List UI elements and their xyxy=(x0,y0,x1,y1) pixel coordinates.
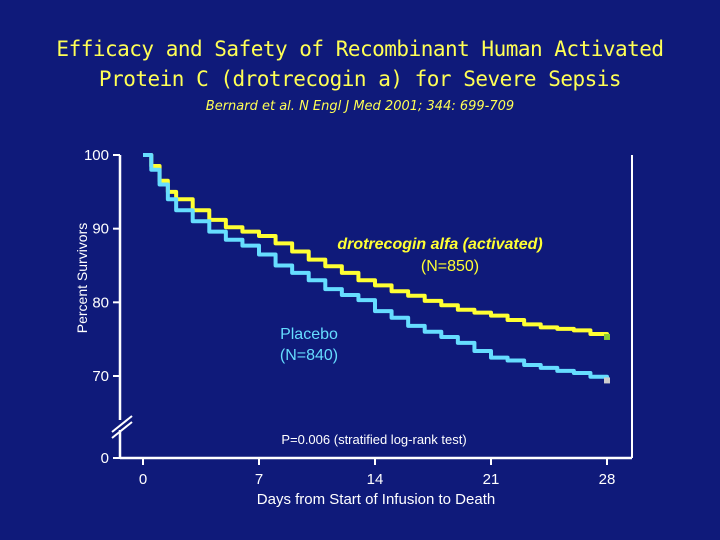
placebo-n-label: (N=840) xyxy=(280,347,338,364)
y-ticks: 100 90 80 70 0 xyxy=(84,147,120,467)
x-tick-label: 0 xyxy=(139,471,147,488)
series-layer xyxy=(143,153,610,384)
x-axis-label: Days from Start of Infusion to Death xyxy=(257,491,495,508)
title-line-2: Protein C (drotrecogin a) for Severe Sep… xyxy=(98,67,622,91)
slide-title: Efficacy and Safety of Recombinant Human… xyxy=(0,34,720,94)
placebo-survival-line xyxy=(143,153,609,381)
y-tick-label: 100 xyxy=(84,147,109,164)
drotrecogin-survival-end-marker xyxy=(604,333,610,340)
axis-break-mark-2 xyxy=(111,421,133,439)
y-tick-label: 0 xyxy=(101,450,109,467)
p-value-annotation: P=0.006 (stratified log-rank test) xyxy=(281,432,466,447)
drotrecogin-n-label: (N=850) xyxy=(421,258,479,275)
x-tick-label: 21 xyxy=(483,471,500,488)
drotrecogin-series-label: drotrecogin alfa (activated) xyxy=(337,236,542,253)
y-axis-label: Percent Survivors xyxy=(74,223,90,333)
x-tick-label: 14 xyxy=(367,471,384,488)
placebo-series-label: Placebo xyxy=(280,326,338,343)
citation: Bernard et al. N Engl J Med 2001; 344: 6… xyxy=(205,99,515,114)
placebo-survival-end-marker xyxy=(604,377,610,384)
y-tick-label: 80 xyxy=(92,294,109,311)
title-line-1: Efficacy and Safety of Recombinant Human… xyxy=(56,37,664,61)
x-tick-label: 7 xyxy=(255,471,263,488)
y-tick-label: 70 xyxy=(92,368,109,385)
x-ticks: 0 7 14 21 28 xyxy=(139,458,616,488)
y-tick-label: 90 xyxy=(92,221,109,238)
x-tick-label: 28 xyxy=(599,471,616,488)
axis-break-mark-1 xyxy=(111,415,133,433)
